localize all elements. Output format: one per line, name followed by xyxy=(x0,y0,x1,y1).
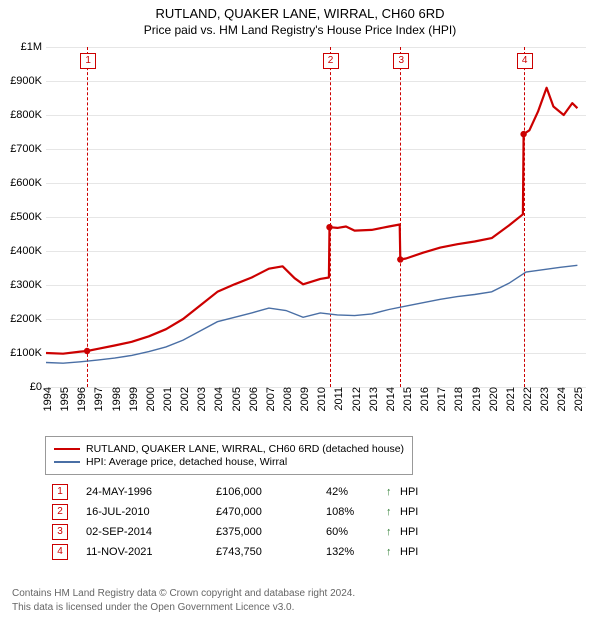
sale-point xyxy=(326,224,332,230)
x-tick-label: 2024 xyxy=(552,387,568,411)
y-tick-label: £1M xyxy=(21,41,46,53)
x-tick-label: 2002 xyxy=(175,387,191,411)
x-tick-label: 1995 xyxy=(55,387,71,411)
footer-line-1: Contains HM Land Registry data © Crown c… xyxy=(12,587,355,601)
x-tick-label: 2000 xyxy=(141,387,157,411)
legend-item: HPI: Average price, detached house, Wirr… xyxy=(54,456,404,468)
arrow-up-icon: ↑ xyxy=(386,546,400,558)
sale-number-box: 3 xyxy=(52,524,68,540)
x-tick-label: 2023 xyxy=(535,387,551,411)
footer-attribution: Contains HM Land Registry data © Crown c… xyxy=(12,587,355,614)
x-tick-label: 2025 xyxy=(569,387,585,411)
sale-price: £470,000 xyxy=(216,506,326,518)
sale-point xyxy=(520,131,526,137)
x-tick-label: 2001 xyxy=(158,387,174,411)
y-tick-label: £300K xyxy=(10,279,46,291)
sale-date: 11-NOV-2021 xyxy=(86,546,216,558)
x-tick-label: 2008 xyxy=(278,387,294,411)
x-tick-label: 2020 xyxy=(484,387,500,411)
title-address: RUTLAND, QUAKER LANE, WIRRAL, CH60 6RD xyxy=(0,6,600,21)
plot-svg xyxy=(46,47,586,387)
x-tick-label: 2011 xyxy=(329,387,345,411)
x-tick-label: 2021 xyxy=(501,387,517,411)
sale-date: 02-SEP-2014 xyxy=(86,526,216,538)
sale-pct: 108% xyxy=(326,506,386,518)
sale-hpi-tag: HPI xyxy=(400,486,430,498)
sale-hpi-tag: HPI xyxy=(400,526,430,538)
property-line xyxy=(46,88,577,354)
y-tick-label: £400K xyxy=(10,245,46,257)
y-tick-label: £800K xyxy=(10,109,46,121)
sale-date: 24-MAY-1996 xyxy=(86,486,216,498)
sales-table: 124-MAY-1996£106,00042%↑HPI216-JUL-2010£… xyxy=(52,482,430,562)
sale-pct: 42% xyxy=(326,486,386,498)
sale-point xyxy=(84,348,90,354)
x-tick-label: 2012 xyxy=(347,387,363,411)
x-tick-label: 2019 xyxy=(467,387,483,411)
sale-number-box: 2 xyxy=(52,504,68,520)
x-tick-label: 2005 xyxy=(227,387,243,411)
sale-price: £743,750 xyxy=(216,546,326,558)
legend-swatch xyxy=(54,461,80,463)
x-tick-label: 2010 xyxy=(312,387,328,411)
x-tick-label: 1997 xyxy=(89,387,105,411)
sale-pct: 132% xyxy=(326,546,386,558)
x-tick-label: 1998 xyxy=(107,387,123,411)
arrow-up-icon: ↑ xyxy=(386,526,400,538)
y-tick-label: £900K xyxy=(10,75,46,87)
x-tick-label: 2016 xyxy=(415,387,431,411)
x-tick-label: 1996 xyxy=(72,387,88,411)
x-tick-label: 1994 xyxy=(38,387,54,411)
price-chart: £0£100K£200K£300K£400K£500K£600K£700K£80… xyxy=(45,46,587,388)
sale-number-box: 4 xyxy=(52,544,68,560)
sale-hpi-tag: HPI xyxy=(400,546,430,558)
y-tick-label: £600K xyxy=(10,177,46,189)
x-tick-label: 2013 xyxy=(364,387,380,411)
y-tick-label: £100K xyxy=(10,347,46,359)
hpi-line xyxy=(46,265,577,363)
sale-pct: 60% xyxy=(326,526,386,538)
x-tick-label: 2007 xyxy=(261,387,277,411)
x-tick-label: 2004 xyxy=(209,387,225,411)
sale-row: 4 11-NOV-2021£743,750132%↑HPI xyxy=(52,542,430,562)
x-tick-label: 2018 xyxy=(449,387,465,411)
x-tick-label: 1999 xyxy=(124,387,140,411)
sale-row: 2 16-JUL-2010£470,000108%↑HPI xyxy=(52,502,430,522)
x-tick-label: 2022 xyxy=(518,387,534,411)
y-tick-label: £500K xyxy=(10,211,46,223)
footer-line-2: This data is licensed under the Open Gov… xyxy=(12,601,355,615)
y-tick-label: £700K xyxy=(10,143,46,155)
x-tick-label: 2014 xyxy=(381,387,397,411)
sale-price: £375,000 xyxy=(216,526,326,538)
sale-hpi-tag: HPI xyxy=(400,506,430,518)
sale-date: 16-JUL-2010 xyxy=(86,506,216,518)
x-tick-label: 2006 xyxy=(244,387,260,411)
sale-point xyxy=(397,256,403,262)
x-tick-label: 2009 xyxy=(295,387,311,411)
sale-row: 1 24-MAY-1996£106,00042%↑HPI xyxy=(52,482,430,502)
legend-swatch xyxy=(54,448,80,450)
sale-row: 3 02-SEP-2014£375,00060%↑HPI xyxy=(52,522,430,542)
legend-item: RUTLAND, QUAKER LANE, WIRRAL, CH60 6RD (… xyxy=(54,443,404,455)
x-tick-label: 2003 xyxy=(192,387,208,411)
legend-label: HPI: Average price, detached house, Wirr… xyxy=(86,456,287,468)
y-tick-label: £200K xyxy=(10,313,46,325)
sale-number-box: 1 xyxy=(52,484,68,500)
legend-label: RUTLAND, QUAKER LANE, WIRRAL, CH60 6RD (… xyxy=(86,443,404,455)
arrow-up-icon: ↑ xyxy=(386,506,400,518)
arrow-up-icon: ↑ xyxy=(386,486,400,498)
sale-price: £106,000 xyxy=(216,486,326,498)
x-tick-label: 2017 xyxy=(432,387,448,411)
x-tick-label: 2015 xyxy=(398,387,414,411)
chart-legend: RUTLAND, QUAKER LANE, WIRRAL, CH60 6RD (… xyxy=(45,436,413,475)
title-subtitle: Price paid vs. HM Land Registry's House … xyxy=(0,23,600,37)
